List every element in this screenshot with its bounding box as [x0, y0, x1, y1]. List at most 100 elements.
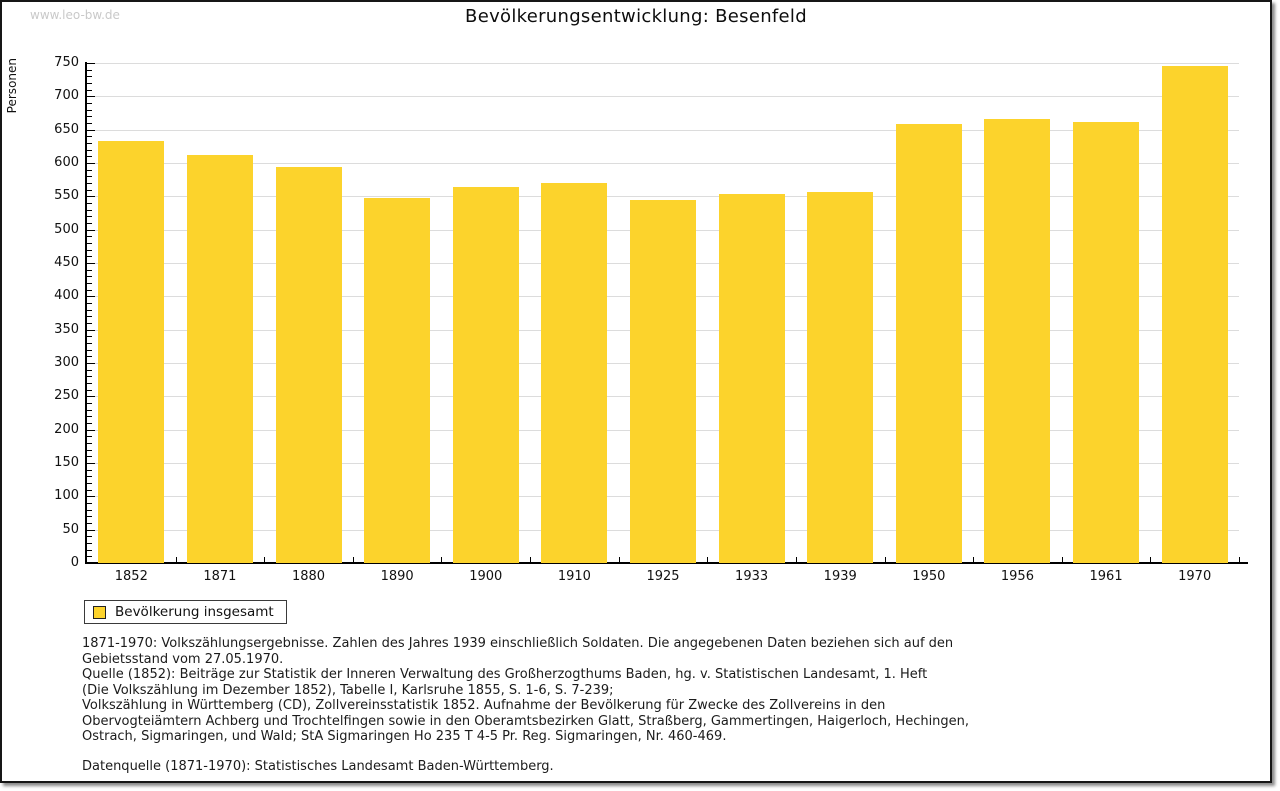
gridline — [87, 96, 1239, 98]
y-axis-tick — [87, 416, 92, 418]
y-axis-tick-label: 700 — [54, 88, 79, 104]
y-axis-tick — [87, 156, 92, 158]
x-axis-tick — [707, 557, 709, 563]
y-axis-tick — [87, 109, 92, 111]
x-axis-tick — [618, 557, 620, 563]
bar — [630, 199, 696, 563]
x-axis-tick — [175, 557, 177, 563]
y-axis-tick — [87, 496, 95, 498]
bar — [541, 183, 608, 563]
y-axis-tick — [87, 163, 95, 164]
y-axis-tick — [87, 383, 92, 384]
y-axis-tick — [87, 363, 95, 364]
legend-label: Bevölkerung insgesamt — [115, 604, 274, 620]
x-axis-tick-label: 1910 — [557, 569, 591, 584]
y-axis-tick — [87, 556, 92, 558]
x-axis-tick — [795, 557, 797, 563]
bar — [186, 155, 253, 563]
y-axis-tick — [87, 149, 92, 151]
y-axis-tick — [87, 283, 92, 284]
x-axis-tick-label: 1970 — [1178, 569, 1212, 584]
gridline — [87, 163, 1239, 164]
x-axis-line — [85, 562, 1248, 564]
y-axis-tick — [87, 289, 92, 291]
y-axis-tick — [87, 396, 95, 398]
bar — [275, 167, 342, 563]
x-axis-tick — [1150, 557, 1152, 563]
y-axis-tick — [87, 443, 92, 444]
y-axis-tick — [87, 529, 95, 531]
y-axis-tick — [87, 223, 92, 224]
y-axis-tick — [87, 423, 92, 424]
y-axis-tick — [87, 69, 92, 71]
y-axis-tick — [87, 376, 92, 378]
y-axis-tick — [87, 476, 92, 478]
x-axis-tick — [530, 557, 532, 563]
footnote-line: 1871-1970: Volkszählungsergebnisse. Zahl… — [82, 636, 954, 651]
y-axis-tick-label: 500 — [54, 221, 79, 237]
y-axis-tick — [87, 369, 92, 371]
y-axis-tick — [87, 323, 92, 324]
y-axis-tick — [87, 463, 95, 464]
y-axis-tick — [87, 429, 95, 431]
bar — [1161, 65, 1228, 563]
footnote-line: Volkszählung in Württemberg (CD), Zollve… — [82, 698, 886, 713]
y-axis-tick-label: 150 — [54, 455, 79, 470]
y-axis-tick — [87, 356, 92, 358]
gridline — [87, 196, 1239, 198]
y-axis-tick — [87, 249, 92, 251]
bar — [895, 124, 962, 563]
y-axis-tick — [87, 456, 92, 458]
x-axis-tick-label: 1852 — [114, 569, 148, 584]
y-axis-tick — [87, 403, 92, 404]
footnotes: 1871-1970: Volkszählungsergebnisse. Zahl… — [82, 636, 969, 774]
y-axis-tick — [87, 549, 92, 551]
y-axis-tick — [87, 169, 92, 171]
y-axis-tick — [87, 83, 92, 84]
y-axis-tick — [87, 503, 92, 504]
y-axis-line — [85, 62, 87, 564]
y-axis-tick — [87, 489, 92, 491]
y-axis-tick — [87, 276, 92, 278]
y-axis-tick-label: 100 — [54, 488, 79, 504]
y-axis-tick-label: 750 — [54, 55, 79, 70]
x-axis-tick-label: 1900 — [469, 569, 503, 584]
legend: Bevölkerung insgesamt — [84, 600, 287, 624]
y-axis-tick — [87, 509, 92, 511]
x-axis-tick-label: 1871 — [203, 569, 237, 584]
y-axis-tick — [87, 303, 92, 304]
footnote-line: Gebietsstand vom 27.05.1970. — [82, 651, 284, 667]
y-axis-tick — [87, 116, 92, 118]
y-axis-tick-label: 200 — [54, 421, 79, 437]
bar — [364, 197, 431, 563]
y-axis-tick — [87, 76, 92, 78]
x-axis-tick — [441, 557, 443, 563]
y-axis-tick — [87, 216, 92, 218]
y-axis-tick — [87, 523, 92, 524]
x-axis-tick — [1239, 557, 1240, 563]
y-axis-tick — [87, 196, 95, 198]
y-axis-tick — [87, 183, 92, 184]
watermark: www.leo-bw.de — [30, 8, 120, 22]
y-axis-tick — [87, 436, 92, 438]
y-axis-tick-label: 600 — [54, 155, 79, 170]
y-axis-tick-label: 0 — [70, 555, 79, 570]
bar — [807, 191, 874, 563]
y-axis-tick — [87, 263, 95, 264]
y-axis-tick — [87, 256, 92, 258]
x-axis-tick — [264, 557, 266, 563]
x-axis-tick-label: 1925 — [646, 569, 680, 584]
x-axis-tick-label: 1956 — [1000, 569, 1034, 584]
y-axis-tick — [87, 336, 92, 338]
y-axis-tick — [87, 316, 92, 318]
y-axis-tick — [87, 243, 92, 244]
x-axis-tick-label: 1939 — [823, 569, 857, 584]
y-axis-tick — [87, 89, 92, 91]
y-axis-tick-label: 300 — [54, 355, 79, 370]
bar — [984, 119, 1051, 563]
y-axis-tick — [87, 309, 92, 311]
y-axis-tick — [87, 63, 95, 64]
footnote-line: Obervogteiämtern Achberg und Trochtelfin… — [82, 713, 970, 729]
x-axis-tick-label: 1880 — [291, 569, 326, 584]
